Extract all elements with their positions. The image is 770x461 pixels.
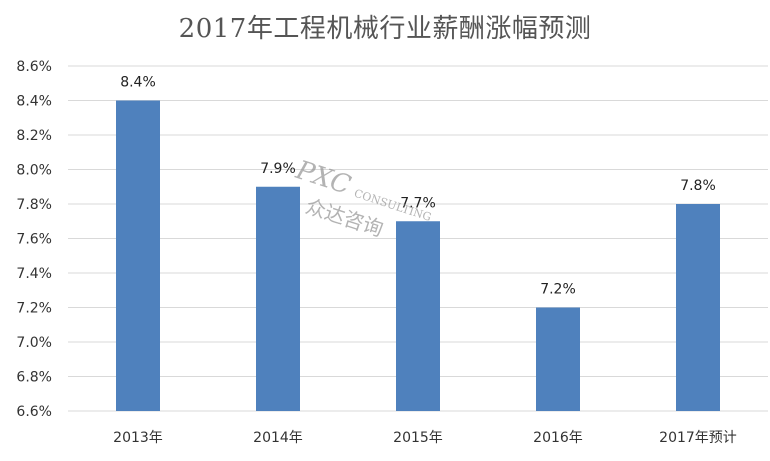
x-axis-tick-labels: 2013年 2014年 2015年 2016年 2017年预计 [113, 430, 737, 446]
data-label: 7.8% [680, 178, 716, 194]
bar [676, 204, 720, 411]
x-tick-label: 2016年 [533, 430, 583, 446]
x-tick-label: 2014年 [253, 430, 303, 446]
data-label: 7.9% [260, 161, 296, 177]
chart-title: 2017年工程机械行业薪酬涨幅预测 [178, 14, 592, 44]
y-tick-label: 8.0% [16, 163, 52, 179]
bar [256, 186, 300, 411]
y-tick-label: 7.4% [16, 266, 52, 282]
bar [116, 100, 160, 411]
y-tick-label: 7.8% [16, 197, 52, 213]
y-tick-label: 7.0% [16, 335, 52, 351]
y-tick-label: 8.6% [16, 59, 52, 75]
x-tick-label: 2015年 [393, 430, 443, 446]
data-label: 7.7% [400, 195, 436, 211]
y-axis-tick-labels: 6.6% 6.8% 7.0% 7.2% 7.4% 7.6% 7.8% 8.0% 8.2% 8.4%… [16, 59, 52, 420]
y-tick-label: 7.6% [16, 232, 52, 248]
y-tick-label: 6.6% [16, 404, 52, 420]
x-tick-label: 2017年预计 [659, 430, 737, 446]
y-tick-label: 7.2% [16, 301, 52, 317]
y-tick-label: 6.8% [16, 370, 52, 386]
data-labels: 8.4% 7.9% 7.7% 7.2% 7.8% [120, 75, 716, 298]
y-tick-label: 8.4% [16, 94, 52, 110]
bar [536, 307, 580, 411]
y-tick-label: 8.2% [16, 128, 52, 144]
bar [396, 221, 440, 411]
x-tick-label: 2013年 [113, 430, 163, 446]
watermark-line1: PXC [291, 155, 354, 201]
data-label: 7.2% [540, 282, 576, 298]
data-label: 8.4% [120, 75, 156, 91]
bars [116, 100, 720, 411]
